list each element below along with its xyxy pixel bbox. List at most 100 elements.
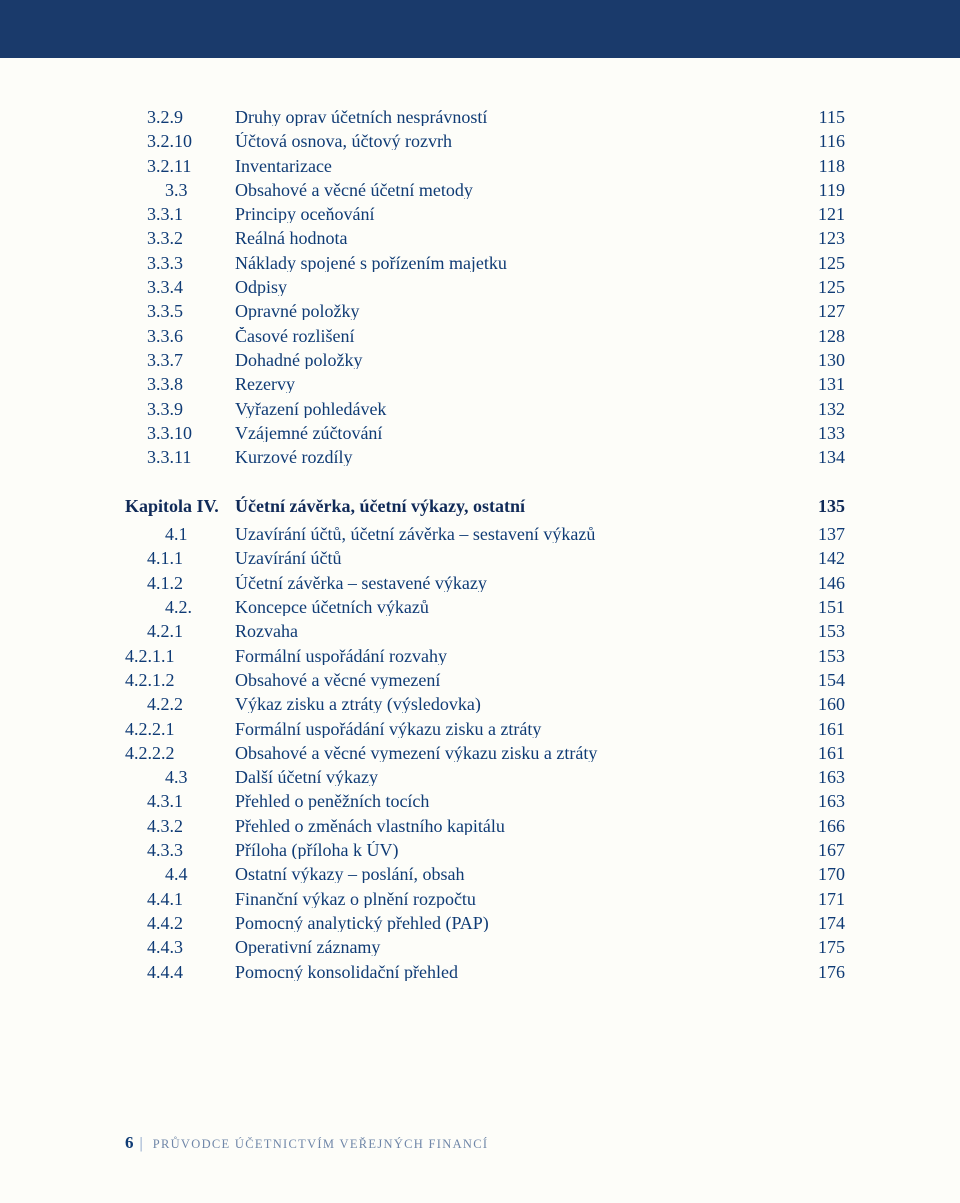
toc-page-number: 174: [797, 914, 845, 932]
toc-section-number: 4.2.1: [125, 622, 235, 640]
footer-book-title: PRŮVODCE ÚČETNICTVÍM VEŘEJNÝCH FINANCÍ: [153, 1137, 489, 1152]
toc-section-title: Obsahové a věcné účetní metody: [235, 181, 797, 199]
toc-section-number: 4.2.: [125, 598, 235, 616]
toc-section-number: 4.3.2: [125, 817, 235, 835]
toc-section-number: 4.4.2: [125, 914, 235, 932]
toc-section-number: 3.3.3: [125, 254, 235, 272]
toc-page-number: 128: [797, 327, 845, 345]
toc-section-title: Principy oceňování: [235, 205, 797, 223]
toc-section-title: Finanční výkaz o plnění rozpočtu: [235, 890, 797, 908]
toc-section-number: 3.3.11: [125, 448, 235, 466]
toc-row: 3.3.2Reálná hodnota123: [125, 229, 845, 247]
toc-section-number: 4.4.1: [125, 890, 235, 908]
toc-page-number: 115: [797, 108, 845, 126]
toc-page-number: 134: [797, 448, 845, 466]
toc-section-title: Přehled o peněžních tocích: [235, 792, 797, 810]
toc-row: 3.2.10Účtová osnova, účtový rozvrh116: [125, 132, 845, 150]
toc-section-number: 4.4: [125, 865, 235, 883]
toc-row: 4.1.1Uzavírání účtů142: [125, 549, 845, 567]
toc-row: 4.4.1Finanční výkaz o plnění rozpočtu171: [125, 890, 845, 908]
toc-section-number: 3.3.10: [125, 424, 235, 442]
document-page: 3.2.9Druhy oprav účetních nesprávností11…: [0, 0, 960, 1203]
toc-row: 4.2.2.1Formální uspořádání výkazu zisku …: [125, 720, 845, 738]
toc-row: 4.2.1.2Obsahové a věcné vymezení154: [125, 671, 845, 689]
toc-row: 4.4.4Pomocný konsolidační přehled176: [125, 963, 845, 981]
toc-section-title: Inventarizace: [235, 157, 797, 175]
toc-page-number: 170: [797, 865, 845, 883]
toc-section-number: 4.1.2: [125, 574, 235, 592]
toc-section-title: Náklady spojené s pořízením majetku: [235, 254, 797, 272]
toc-page-number: 127: [797, 302, 845, 320]
toc-row: 4.1Uzavírání účtů, účetní závěrka – sest…: [125, 525, 845, 543]
toc-row: 4.4.3Operativní záznamy175: [125, 938, 845, 956]
toc-row: 3.3.4Odpisy125: [125, 278, 845, 296]
toc-page-number: 171: [797, 890, 845, 908]
toc-section-title: Uzavírání účtů, účetní závěrka – sestave…: [235, 525, 797, 543]
toc-row: 3.3.8Rezervy131: [125, 375, 845, 393]
toc-section-number: 4.2.1.1: [125, 647, 235, 665]
toc-row: 3.2.11Inventarizace118: [125, 157, 845, 175]
toc-section-number: 3.3.4: [125, 278, 235, 296]
toc-section-title: Operativní záznamy: [235, 938, 797, 956]
toc-page-number: 167: [797, 841, 845, 859]
toc-page-number: 125: [797, 278, 845, 296]
toc-section-number: 3.3.8: [125, 375, 235, 393]
toc-row: 4.3.2Přehled o změnách vlastního kapitál…: [125, 817, 845, 835]
toc-section-title: Formální uspořádání rozvahy: [235, 647, 797, 665]
toc-page-number: 119: [797, 181, 845, 199]
toc-section-title: Přehled o změnách vlastního kapitálu: [235, 817, 797, 835]
toc-section-title: Účtová osnova, účtový rozvrh: [235, 132, 797, 150]
toc-section-number: 3.3.5: [125, 302, 235, 320]
toc-row: 3.2.9Druhy oprav účetních nesprávností11…: [125, 108, 845, 126]
toc-section-number: 4.2.2: [125, 695, 235, 713]
toc-section-number: 4.1: [125, 525, 235, 543]
toc-page-number: 121: [797, 205, 845, 223]
toc-page-number: 151: [797, 598, 845, 616]
toc-row: 3.3.10Vzájemné zúčtování133: [125, 424, 845, 442]
toc-section-title: Účetní závěrka – sestavené výkazy: [235, 574, 797, 592]
toc-section-title: Časové rozlišení: [235, 327, 797, 345]
header-band: [0, 0, 960, 58]
toc-row: 3.3.6Časové rozlišení128: [125, 327, 845, 345]
toc-page-number: 163: [797, 792, 845, 810]
toc-page-number: 166: [797, 817, 845, 835]
toc-section-title: Výkaz zisku a ztráty (výsledovka): [235, 695, 797, 713]
chapter-label: Kapitola IV.: [125, 496, 235, 517]
toc-section-number: 4.1.1: [125, 549, 235, 567]
toc-page-number: 137: [797, 525, 845, 543]
toc-row: 4.2.Koncepce účetních výkazů151: [125, 598, 845, 616]
toc-row: 4.1.2Účetní závěrka – sestavené výkazy14…: [125, 574, 845, 592]
toc-page-number: 146: [797, 574, 845, 592]
toc-page-number: 131: [797, 375, 845, 393]
toc-section-number: 3.3: [125, 181, 235, 199]
toc-section-number: 4.3.1: [125, 792, 235, 810]
toc-page-number: 130: [797, 351, 845, 369]
toc-row: 3.3.11Kurzové rozdíly134: [125, 448, 845, 466]
toc-section-title: Pomocný konsolidační přehled: [235, 963, 797, 981]
toc-section-number: 3.3.1: [125, 205, 235, 223]
footer-page-number: 6: [125, 1133, 134, 1153]
toc-page-number: 142: [797, 549, 845, 567]
toc-section-title: Druhy oprav účetních nesprávností: [235, 108, 797, 126]
toc-section-number: 3.3.2: [125, 229, 235, 247]
toc-row: 4.4Ostatní výkazy – poslání, obsah170: [125, 865, 845, 883]
toc-section-number: 4.2.1.2: [125, 671, 235, 689]
footer-divider: |: [140, 1135, 143, 1153]
toc-section-title: Vzájemné zúčtování: [235, 424, 797, 442]
toc-page-number: 132: [797, 400, 845, 418]
toc-section-number: 3.2.9: [125, 108, 235, 126]
toc-section-number: 4.3.3: [125, 841, 235, 859]
toc-row: 3.3.9Vyřazení pohledávek132: [125, 400, 845, 418]
toc-section-title: Rozvaha: [235, 622, 797, 640]
toc-page-number: 118: [797, 157, 845, 175]
chapter-title: Účetní závěrka, účetní výkazy, ostatní: [235, 496, 797, 517]
toc-row: 4.4.2Pomocný analytický přehled (PAP)174: [125, 914, 845, 932]
toc-section-number: 4.4.3: [125, 938, 235, 956]
toc-section-title: Vyřazení pohledávek: [235, 400, 797, 418]
toc-page-number: 153: [797, 622, 845, 640]
toc-row: 3.3.3Náklady spojené s pořízením majetku…: [125, 254, 845, 272]
toc-row: 4.2.1Rozvaha153: [125, 622, 845, 640]
toc-section-title: Další účetní výkazy: [235, 768, 797, 786]
toc-row: 4.2.2.2Obsahové a věcné vymezení výkazu …: [125, 744, 845, 762]
toc-row: 4.3Další účetní výkazy163: [125, 768, 845, 786]
